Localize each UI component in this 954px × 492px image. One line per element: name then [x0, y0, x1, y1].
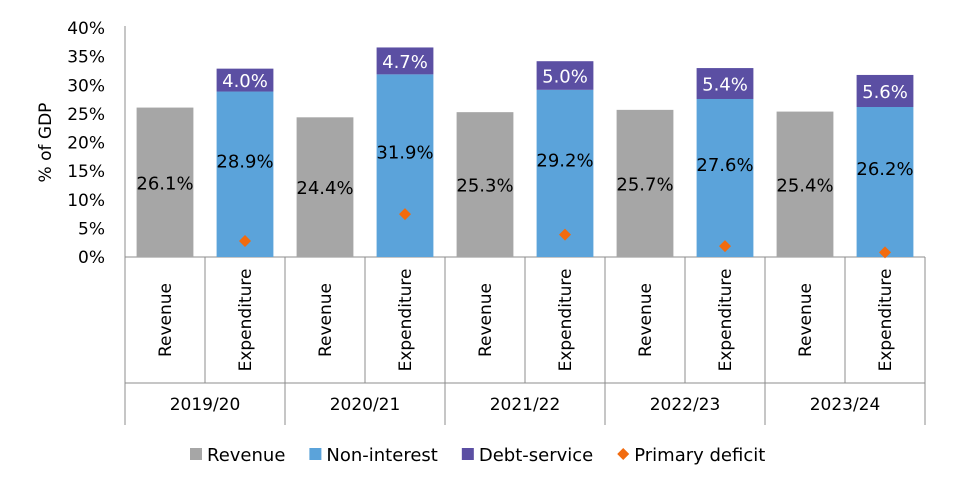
y-tick-label: 15% [67, 162, 105, 182]
primary-deficit-marker [239, 234, 251, 247]
bar-non-interest-label: 27.6% [696, 155, 753, 176]
y-tick-label: 35% [67, 48, 105, 68]
bar-debt-service-label: 4.7% [382, 52, 428, 73]
bar-debt-service [536, 61, 594, 90]
x-category-label: Revenue [316, 283, 336, 357]
x-category-label: Expenditure [556, 269, 576, 372]
bar-debt-service-label: 5.4% [702, 75, 748, 96]
x-group-label: 2020/21 [330, 395, 401, 415]
bar-revenue [136, 107, 194, 257]
bar-revenue-label: 25.3% [456, 176, 513, 197]
bar-revenue-label: 26.1% [136, 173, 193, 194]
legend-label: Non-interest [326, 445, 437, 466]
x-category-label: Revenue [156, 283, 176, 357]
legend-marker-square [309, 448, 322, 460]
bar-debt-service-label: 5.6% [862, 82, 908, 103]
y-axis-title: % of GDP [36, 103, 56, 183]
x-group-label: 2023/24 [810, 395, 881, 415]
bar-non-interest-label: 28.9% [216, 151, 273, 172]
bar-debt-service [376, 47, 434, 75]
bar-debt-service [856, 74, 914, 108]
x-category-label: Expenditure [876, 269, 896, 372]
y-tick-label: 10% [67, 191, 105, 211]
y-tick-label: 30% [67, 76, 105, 96]
bar-debt-service-label: 5.0% [542, 67, 588, 88]
x-category-label: Revenue [796, 283, 816, 357]
y-tick-label: 20% [67, 134, 105, 154]
primary-deficit-marker [879, 246, 891, 259]
y-tick-label: 0% [78, 248, 105, 268]
bar-revenue-label: 25.7% [616, 174, 673, 195]
bar-non-interest [696, 98, 754, 258]
bar-non-interest [856, 107, 914, 257]
bar-revenue-label: 25.4% [776, 175, 833, 196]
bar-non-interest [376, 74, 434, 257]
x-category-label: Expenditure [236, 269, 256, 372]
x-category-label: Expenditure [716, 269, 736, 372]
bar-debt-service [696, 68, 754, 99]
bar-debt-service-label: 4.0% [222, 71, 268, 92]
x-group-label: 2021/22 [490, 395, 561, 415]
primary-deficit-marker [719, 240, 731, 253]
bar-debt-service [216, 68, 274, 92]
bar-non-interest-label: 31.9% [376, 143, 433, 164]
y-tick-label: 25% [67, 105, 105, 125]
bar-non-interest [216, 91, 274, 257]
x-category-label: Expenditure [396, 269, 416, 372]
x-category-label: Revenue [476, 283, 496, 357]
y-tick-label: 40% [67, 19, 105, 39]
legend-label: Primary deficit [634, 445, 765, 466]
bar-non-interest-label: 26.2% [856, 159, 913, 180]
legend-label: Revenue [207, 445, 285, 466]
bar-revenue-label: 24.4% [296, 178, 353, 199]
legend-marker-diamond [617, 448, 630, 460]
bar-revenue [616, 109, 674, 258]
x-group-label: 2022/23 [650, 395, 721, 415]
legend-marker-square [190, 448, 202, 460]
x-category-label: Revenue [636, 283, 656, 357]
bar-revenue [456, 112, 514, 257]
bar-revenue [296, 117, 354, 257]
primary-deficit-marker [559, 228, 571, 241]
legend-marker-square [461, 448, 474, 460]
primary-deficit-marker [399, 208, 411, 221]
bar-revenue [776, 111, 834, 258]
legend-label: Debt-service [479, 445, 593, 466]
y-tick-label: 5% [78, 219, 105, 239]
x-group-label: 2019/20 [170, 395, 241, 415]
bar-non-interest-label: 29.2% [536, 150, 593, 171]
